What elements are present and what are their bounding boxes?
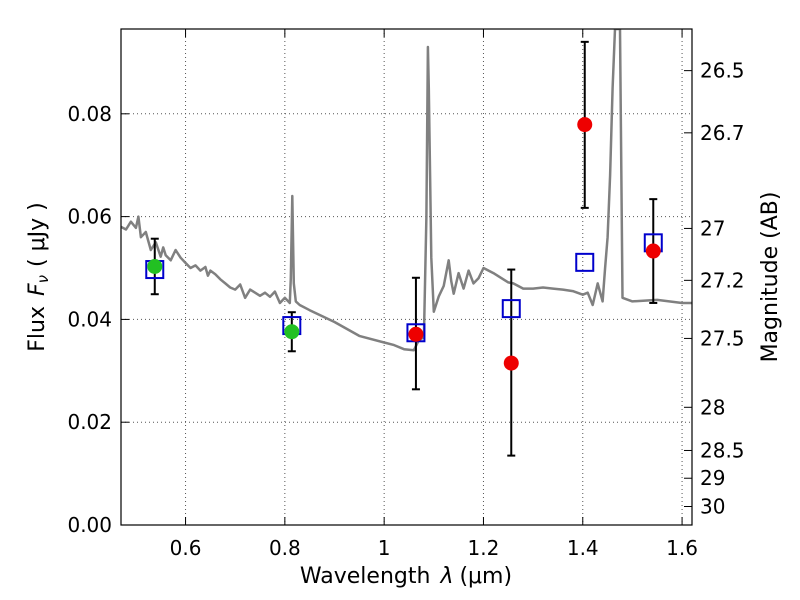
red-point-1 xyxy=(503,355,519,371)
right-tick-label-7: 29 xyxy=(700,466,725,490)
x-tick-label-4: 1.4 xyxy=(567,536,599,560)
right-tick-label-4: 27.5 xyxy=(700,326,745,350)
x-tick-label-1: 0.8 xyxy=(269,536,301,560)
grid-lines xyxy=(121,29,692,525)
y-tick-label-0: 0.00 xyxy=(67,513,112,537)
plot-frame xyxy=(120,28,693,526)
y-tick-label-2: 0.04 xyxy=(67,307,112,331)
x-axis-label: Wavelength λ (μm) xyxy=(300,564,512,589)
right-axis-label: Magnitude (AB) xyxy=(758,192,783,363)
spectrum-series xyxy=(121,29,692,352)
tick-labels: 0.6 0.8 1 1.2 1.4 1.6 0.00 0.02 0.04 0.06 0.08 26.5… xyxy=(67,59,744,560)
red-point-3 xyxy=(645,243,661,259)
right-tick-label-2: 27 xyxy=(700,216,725,240)
x-tick-label-3: 1.2 xyxy=(468,536,500,560)
x-tick-label-0: 0.6 xyxy=(170,536,202,560)
model-box-4 xyxy=(575,252,595,272)
red-point-2 xyxy=(577,117,593,133)
right-tick-label-8: 30 xyxy=(700,494,725,518)
red-point-0 xyxy=(408,326,424,342)
y-axis-label: FluxFν( μJy ) xyxy=(25,202,52,351)
right-tick-label-5: 28 xyxy=(700,395,725,419)
green-point-1 xyxy=(284,324,300,340)
model-box-3 xyxy=(501,299,521,319)
y-tick-label-4: 0.08 xyxy=(67,102,112,126)
x-tick-label-2: 1 xyxy=(378,536,391,560)
right-tick-label-3: 27.2 xyxy=(700,268,745,292)
y-tick-label-1: 0.02 xyxy=(67,410,112,434)
axis-ticks xyxy=(121,29,692,526)
right-tick-label-0: 26.5 xyxy=(700,59,745,83)
y-tick-label-3: 0.06 xyxy=(67,205,112,229)
right-tick-label-6: 28.5 xyxy=(700,438,745,462)
green-point-0 xyxy=(147,258,163,274)
right-tick-label-1: 26.7 xyxy=(700,121,745,145)
x-tick-label-5: 1.6 xyxy=(666,536,698,560)
spectrum-line xyxy=(121,29,692,352)
observed-photometry-series xyxy=(147,117,661,371)
